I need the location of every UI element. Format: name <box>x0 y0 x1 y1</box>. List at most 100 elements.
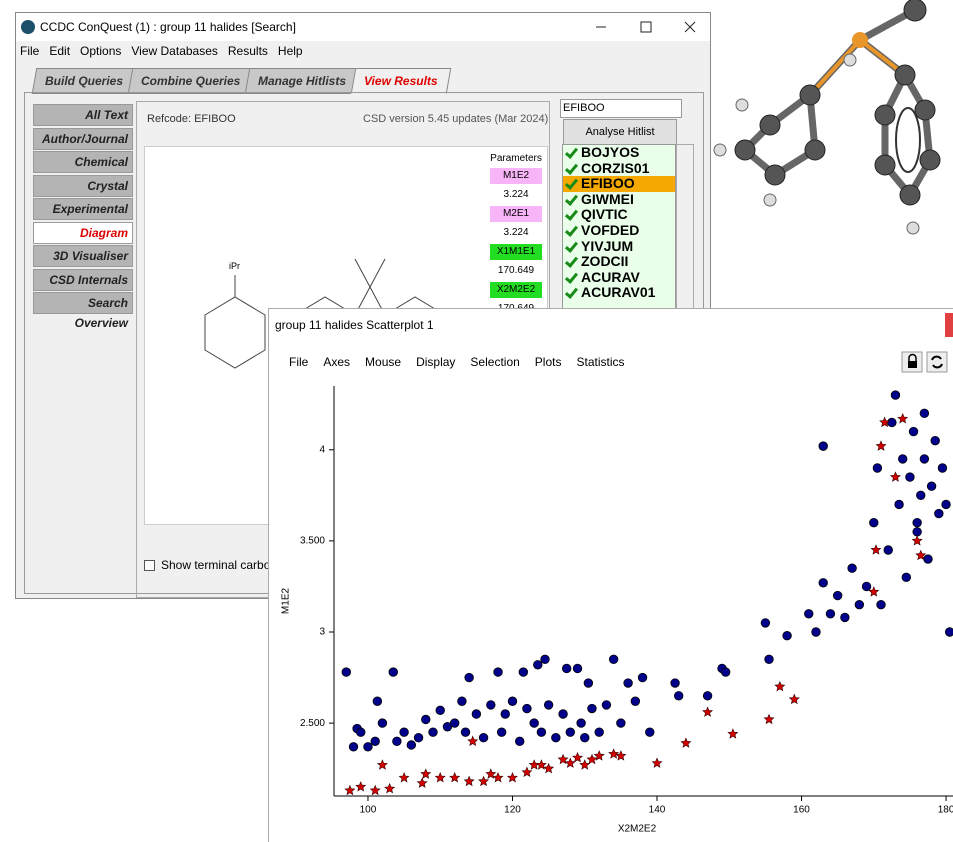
menu-item[interactable]: Selection <box>470 355 519 369</box>
check-icon <box>565 223 578 237</box>
parameter-name: X1M1E1 <box>490 244 542 260</box>
checkbox-row[interactable]: Show terminal carbons <box>144 558 283 572</box>
parameter-value: 170.649 <box>490 263 542 279</box>
x-tick-label: 100 <box>360 805 377 816</box>
hitlist-item[interactable]: CORZIS01 <box>563 161 675 177</box>
data-point <box>417 778 427 787</box>
hitlist-item[interactable]: ACURAV01 <box>563 285 675 301</box>
refcode: Refcode: EFIBOO <box>147 113 236 125</box>
data-point <box>848 564 857 573</box>
analyse-button[interactable]: Analyse Hitlist <box>563 119 677 145</box>
check-icon <box>565 270 578 284</box>
menu-item[interactable]: Display <box>416 355 455 369</box>
menu-item[interactable]: Help <box>278 44 303 58</box>
data-point <box>916 491 925 500</box>
menu-item[interactable]: Options <box>80 44 121 58</box>
x-tick-label: 180 <box>938 805 953 816</box>
menu-item[interactable]: Results <box>228 44 268 58</box>
molecule-3d <box>700 0 953 245</box>
check-icon <box>565 192 578 206</box>
menu-item[interactable]: View Databases <box>131 44 218 58</box>
menu-item[interactable]: Edit <box>49 44 70 58</box>
hitlist-item[interactable]: BOJYOS <box>563 145 675 161</box>
data-point <box>541 655 550 664</box>
data-point <box>414 733 423 742</box>
data-point <box>909 427 918 436</box>
hitlist-item[interactable]: GIWMEI <box>563 192 675 208</box>
data-point <box>450 719 459 728</box>
refcode: BOJYOS <box>581 144 639 160</box>
data-point <box>624 679 633 688</box>
toolbar-icons[interactable] <box>899 351 953 373</box>
tab[interactable]: Combine Queries <box>128 68 254 94</box>
data-point <box>631 697 640 706</box>
substituent-label: iPr <box>229 261 240 271</box>
y-tick-label: 2.500 <box>300 718 325 729</box>
hitlist-item[interactable]: QIVTIC <box>563 207 675 223</box>
tab-label: View Results <box>364 69 438 93</box>
nav-item[interactable]: CSD Internals <box>33 269 133 291</box>
nav-item[interactable]: Search Overview <box>33 292 133 314</box>
data-point <box>880 417 890 426</box>
tab[interactable]: View Results <box>351 68 451 94</box>
refcode: ZODCII <box>581 253 628 269</box>
hitlist-item[interactable]: ACURAV <box>563 270 675 286</box>
nav-item[interactable]: Author/Journal <box>33 128 133 150</box>
data-point <box>906 473 915 482</box>
data-point <box>465 673 474 682</box>
hitlist-item[interactable]: ZODCII <box>563 254 675 270</box>
menu-item[interactable]: Mouse <box>365 355 401 369</box>
data-point <box>638 673 647 682</box>
hitlist-item[interactable]: VOFDED <box>563 223 675 239</box>
hitlist-item[interactable]: YIVJUM <box>563 239 675 255</box>
data-point <box>400 728 409 737</box>
tab[interactable]: Manage Hitlists <box>245 68 360 94</box>
data-point <box>349 743 358 752</box>
data-point <box>920 409 929 418</box>
menu-item[interactable]: Statistics <box>576 355 624 369</box>
y-tick-label: 4 <box>319 444 325 455</box>
refcode-input[interactable]: EFIBOO <box>560 99 682 118</box>
menu-item[interactable]: Axes <box>323 355 350 369</box>
app-icon <box>21 20 35 34</box>
data-point <box>566 758 576 767</box>
check-icon <box>565 145 578 159</box>
menu-item[interactable]: File <box>289 355 308 369</box>
data-point <box>855 600 864 609</box>
data-point <box>458 697 467 706</box>
parameter-name: M2E1 <box>490 206 542 222</box>
data-point <box>913 518 922 527</box>
data-point <box>841 613 850 622</box>
menu-item[interactable]: Plots <box>535 355 562 369</box>
nav-item[interactable]: 3D Visualiser <box>33 245 133 267</box>
data-point <box>472 710 481 719</box>
data-point <box>812 628 821 637</box>
hitlist-item[interactable]: EFIBOO <box>563 176 675 192</box>
data-point <box>783 631 792 640</box>
checkbox-label: Show terminal carbons <box>161 558 283 572</box>
menu-item[interactable]: File <box>20 44 39 58</box>
nav-item[interactable]: Experimental <box>33 198 133 220</box>
nav-item[interactable]: Chemical <box>33 151 133 173</box>
scrollbar[interactable] <box>676 144 694 316</box>
close-button[interactable] <box>945 313 953 337</box>
tab[interactable]: Build Queries <box>32 68 137 94</box>
window-controls[interactable] <box>591 19 706 35</box>
refcode: ACURAV <box>581 269 640 285</box>
data-point <box>587 755 597 764</box>
nav-item[interactable]: Crystal <box>33 175 133 197</box>
check-icon <box>565 208 578 222</box>
checkbox[interactable] <box>144 560 155 571</box>
data-point <box>522 767 532 776</box>
data-point <box>833 591 842 600</box>
data-point <box>345 786 355 795</box>
data-point <box>493 773 503 782</box>
data-point <box>479 776 489 785</box>
nav-item[interactable]: All Text <box>33 104 133 126</box>
data-point <box>913 527 922 536</box>
nav-item[interactable]: Diagram <box>33 222 133 244</box>
